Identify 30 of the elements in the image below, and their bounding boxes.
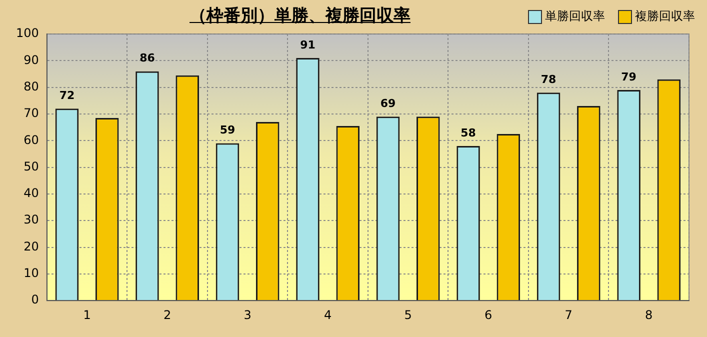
data-label: 79 xyxy=(621,70,636,84)
y-tick-label: 100 xyxy=(16,26,39,40)
x-tick-label: 4 xyxy=(324,308,332,322)
y-tick-label: 60 xyxy=(24,132,39,147)
x-tick-label: 3 xyxy=(244,308,252,322)
data-label: 58 xyxy=(460,126,476,140)
data-label: 69 xyxy=(380,97,396,110)
y-tick-label: 40 xyxy=(24,186,39,200)
legend-label: 単勝回収率 xyxy=(545,8,605,25)
y-tick-label: 80 xyxy=(24,79,39,94)
data-label: 59 xyxy=(220,124,236,137)
x-tick-label: 2 xyxy=(163,308,172,322)
legend-label: 複勝回収率 xyxy=(635,8,695,25)
x-tick-label: 1 xyxy=(83,308,91,322)
x-tick-label: 5 xyxy=(404,308,412,322)
x-tick-label: 8 xyxy=(645,308,653,322)
x-tick-label: 7 xyxy=(564,308,572,322)
y-tick-label: 20 xyxy=(24,239,39,254)
chart-title: （枠番別）単勝、複勝回収率 xyxy=(188,5,412,27)
data-label: 72 xyxy=(59,89,75,102)
x-tick-label: 6 xyxy=(484,308,492,322)
y-tick-label: 70 xyxy=(24,106,39,120)
y-tick-label: 10 xyxy=(24,266,39,280)
y-tick-label: 50 xyxy=(24,159,39,174)
data-label: 91 xyxy=(300,38,316,52)
y-tick-label: 0 xyxy=(31,292,39,307)
data-label: 86 xyxy=(140,52,156,65)
y-tick-label: 30 xyxy=(24,212,39,227)
data-label: 78 xyxy=(540,73,556,86)
y-tick-label: 90 xyxy=(24,52,39,67)
